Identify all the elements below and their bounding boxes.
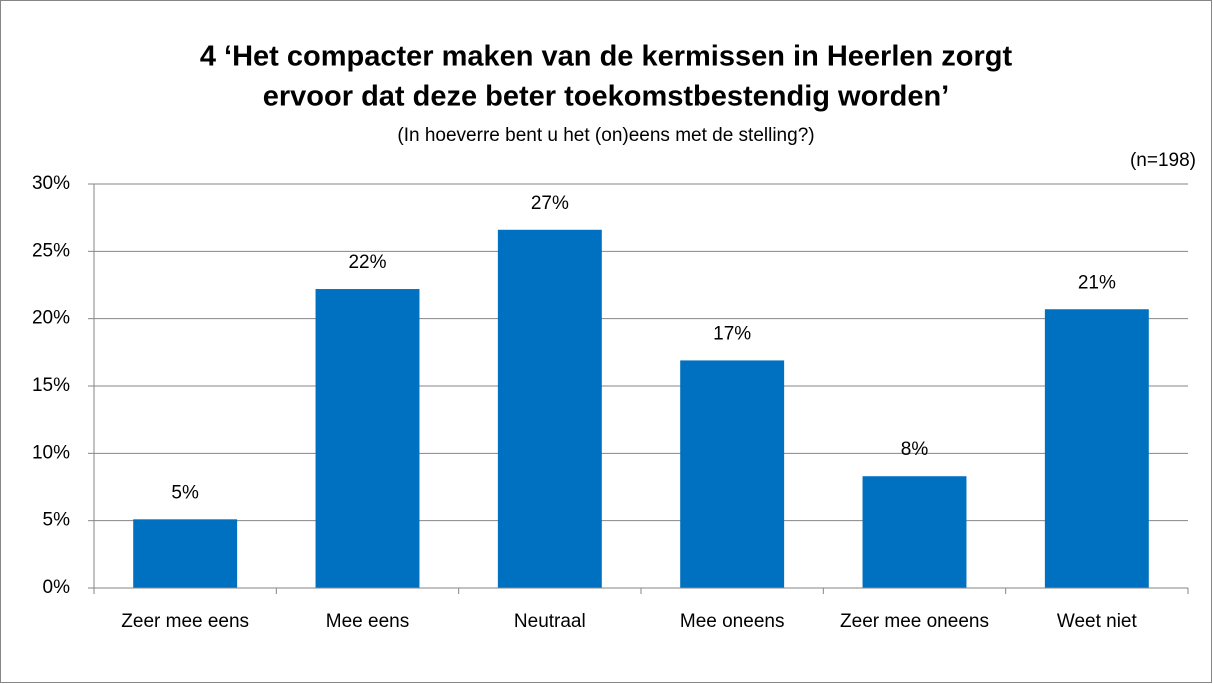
y-tick-label: 25%: [32, 240, 70, 261]
y-tick-label: 20%: [32, 308, 70, 329]
bar: [862, 476, 967, 588]
x-tick-label: Mee oneens: [680, 611, 785, 632]
x-tick-label: Neutraal: [514, 611, 586, 632]
sample-size-note: (n=198): [1130, 150, 1196, 171]
chart-title: ervoor dat deze beter toekomstbestendig …: [263, 81, 949, 113]
data-label: 22%: [348, 252, 386, 273]
bar: [1044, 309, 1149, 588]
y-tick-label: 30%: [32, 173, 70, 194]
bar: [315, 289, 420, 588]
bar: [680, 360, 785, 588]
y-tick-label: 10%: [32, 442, 70, 463]
x-tick-label: Mee eens: [326, 611, 409, 632]
data-label: 21%: [1078, 272, 1116, 293]
y-tick-label: 0%: [43, 577, 71, 598]
y-tick-label: 5%: [43, 510, 71, 531]
data-label: 27%: [531, 193, 569, 214]
y-tick-label: 15%: [32, 375, 70, 396]
x-tick-label: Weet niet: [1057, 611, 1138, 632]
x-tick-label: Zeer mee eens: [121, 611, 249, 632]
data-label: 17%: [713, 323, 751, 344]
x-tick-label: Zeer mee oneens: [840, 611, 989, 632]
chart-subtitle: (In hoeverre bent u het (on)eens met de …: [397, 125, 814, 146]
bar: [497, 229, 602, 588]
data-label: 8%: [901, 439, 929, 460]
bar: [133, 519, 238, 588]
chart-title: 4 ‘Het compacter maken van de kermissen …: [200, 41, 1013, 73]
data-label: 5%: [171, 482, 199, 503]
